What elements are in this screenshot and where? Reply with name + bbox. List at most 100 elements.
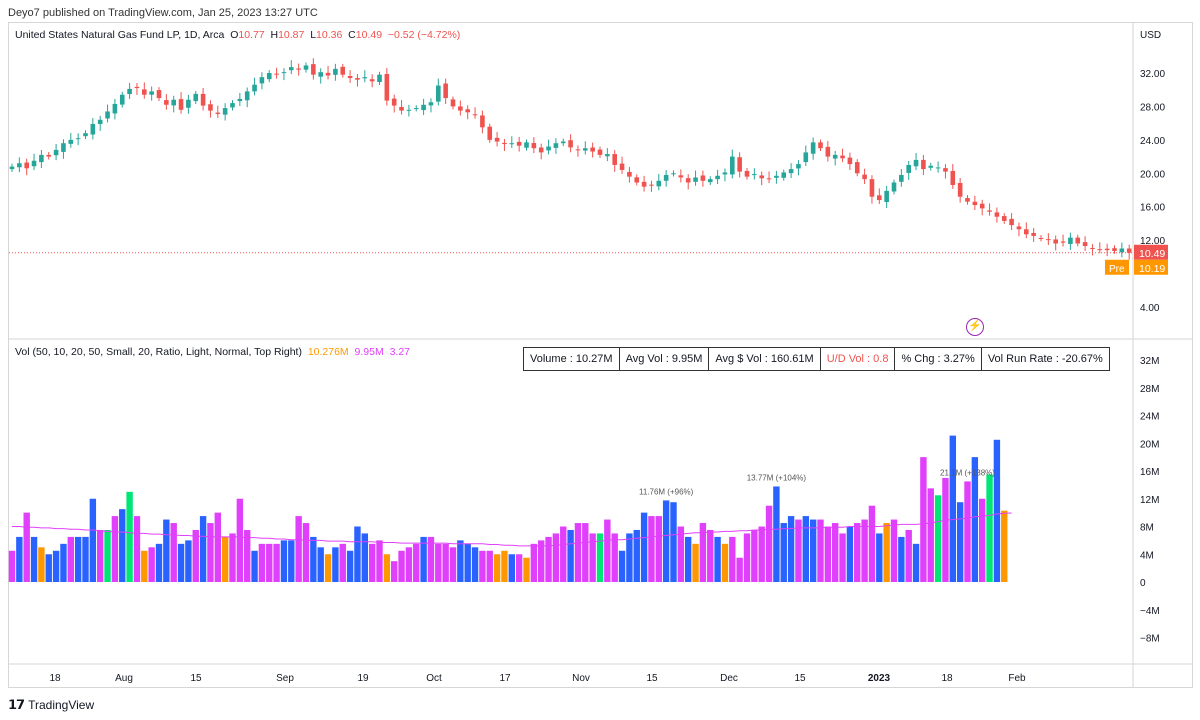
volume-bar [207,523,214,582]
candle-body [516,141,522,146]
volume-bar [912,543,920,582]
volume-bar [420,536,427,582]
volume-bar [729,536,736,582]
volume-bar [244,529,251,582]
volume-bar [97,529,104,582]
candle-body [119,94,125,105]
candle-body [274,73,279,75]
volume-bar [743,533,751,582]
publisher-user[interactable]: Deyo7 [8,7,40,19]
candle-body [68,139,74,144]
volume-bar [993,439,1001,582]
candle-body [134,86,140,89]
candle-body [296,68,301,70]
candle-body [840,155,845,159]
candle-body [884,190,889,203]
candle-body [230,103,235,108]
candle-body [222,108,228,115]
lightning-icon[interactable]: ⚡ [966,318,984,336]
volume-bar [515,554,523,582]
premarket-tag-label: 10.19 [1139,263,1165,275]
candle-body [244,91,250,101]
candle-body [524,142,529,148]
candle-body [443,83,448,99]
candle-body [810,142,816,154]
high-value: 10.87 [278,29,305,41]
volume-bar [170,523,177,582]
volume-annotation-1: 13.77M (+104%) [747,473,807,482]
candle-body [921,159,926,170]
stat-cell-0: Volume : 10.27M [524,348,620,370]
candle-body [612,154,617,165]
premarket-badge [1105,259,1129,275]
candle-body [744,170,750,177]
volume-bar [266,543,273,582]
volume-bar [582,523,589,582]
candle-body [311,64,316,75]
price-tick-3: 20.00 [1140,169,1165,180]
volume-bar [854,523,861,582]
low-value: 10.36 [316,29,343,41]
volume-tick-1: 28M [1140,384,1159,395]
volume-bar [868,505,876,582]
stat-cell-3: U/D Vol : 0.8 [821,348,896,370]
candle-body [649,184,654,186]
volume-bar [692,543,699,582]
volume-bar [398,550,405,582]
volume-annotations: 11.76M (+96%) 13.77M (+104%) 21.1M (+138%) [639,468,995,496]
time-tick-9: Dec [720,673,738,684]
volume-bar [148,547,155,582]
stat-cell-2: Avg $ Vol : 160.61M [709,348,821,370]
candle-body [1053,239,1058,244]
volume-annotation-0: 11.76M (+96%) [639,487,694,496]
volume-axis: 32M 28M 24M 20M 16M 12M 8M 4M 0 −4M −8M [1140,356,1160,645]
time-tick-2: 15 [190,673,202,684]
volume-bar [339,543,346,582]
volume-bar [538,540,545,582]
candle-body [678,175,684,178]
volume-bar [662,500,670,582]
candle-body [1097,249,1103,251]
volume-bar [368,543,376,582]
volume-tick-9: −4M [1140,606,1160,617]
candle-body [289,67,294,71]
candle-body [825,146,831,157]
volume-bar [758,526,765,582]
volume-bar [317,547,324,582]
volume-bar [751,529,758,582]
candle-body [215,112,221,114]
volume-bar [611,533,618,582]
candle-body [928,165,934,168]
candle-body [597,149,603,155]
candle-body [854,162,860,174]
candle-body [178,99,184,110]
candle-body [208,104,213,111]
volume-bar [545,536,552,582]
volume-bar [802,516,809,582]
volume-bar [74,536,82,582]
time-tick-10: 15 [794,673,806,684]
time-tick-11: 2023 [868,673,891,684]
volume-bar [221,536,229,582]
volume-bar [773,486,780,582]
symbol-legend: United States Natural Gas Fund LP, 1D, A… [15,29,460,41]
candle-body [186,99,191,108]
candle-body [97,119,103,124]
candle-body [494,137,500,142]
candle-body [1024,229,1029,235]
price-tag [1134,244,1168,260]
price-candles [9,58,1132,260]
candle-body [171,99,176,106]
time-tick-1: Aug [115,673,133,684]
candle-body [340,66,346,75]
candle-body [1009,218,1014,226]
volume-bar [302,523,310,582]
candle-body [355,78,360,80]
candle-body [266,73,272,80]
candle-body [472,114,478,116]
candle-body [428,102,434,106]
time-tick-3: Sep [276,673,294,684]
candle-body [722,172,728,175]
candle-body [1090,247,1095,249]
